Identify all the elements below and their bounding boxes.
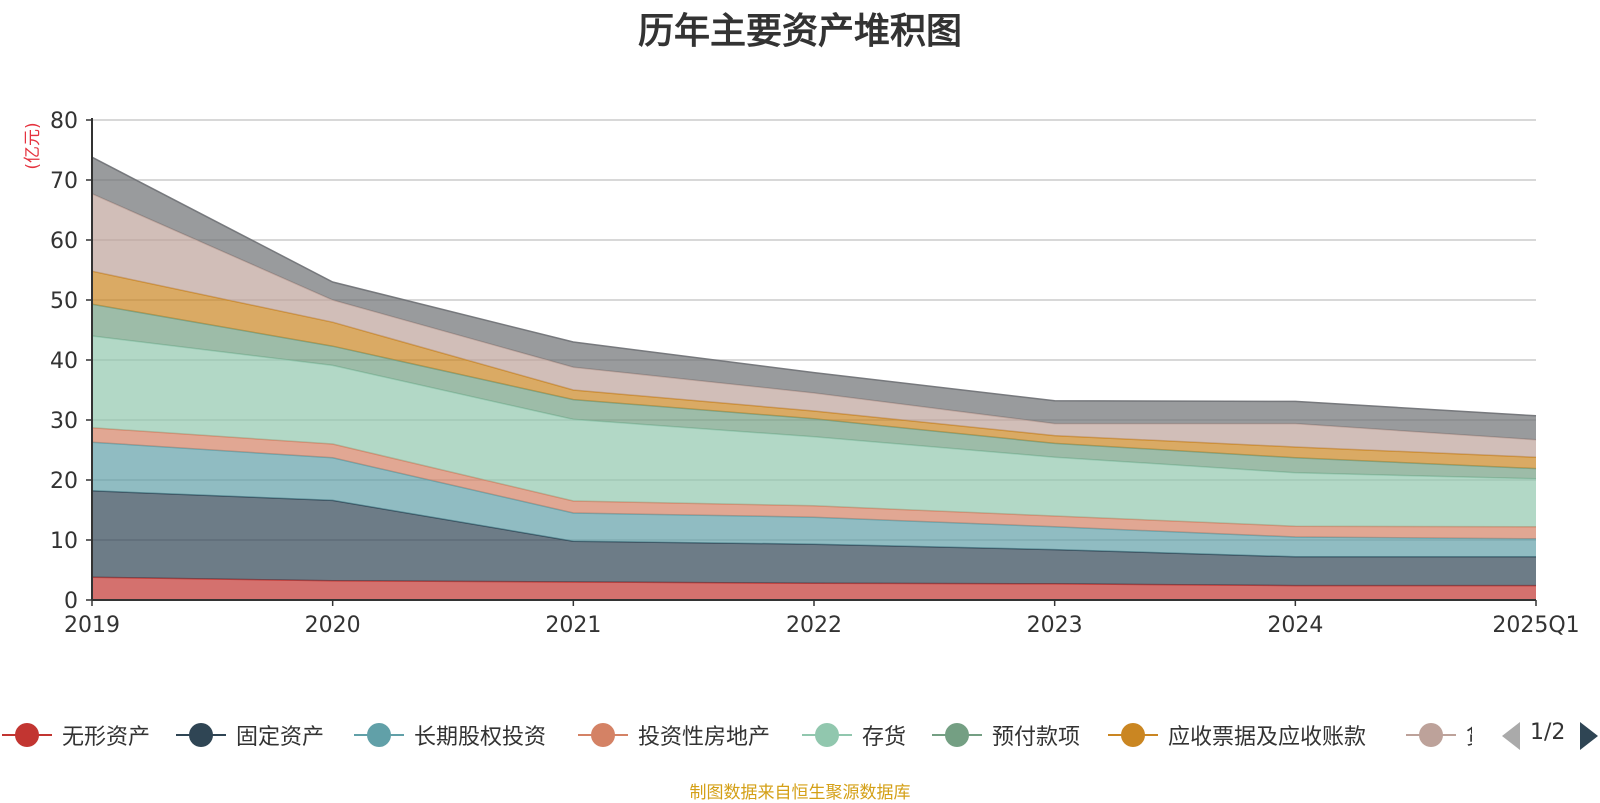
legend-item[interactable]: 长期股权投资 [354,718,546,752]
legend-label: 存货 [862,725,907,750]
legend-item[interactable]: 固定资产 [176,718,324,752]
y-tick-labels: 0 10 20 30 40 50 60 70 80 [50,109,92,614]
legend-swatch-icon [2,718,52,752]
y-tick-label: 30 [50,409,78,434]
legend-label: 应收票据及应收账款 [1168,725,1367,750]
legend-dot [15,723,39,747]
legend-item[interactable]: 无形资产 [2,718,150,752]
x-tick-labels: 2019 2020 2021 2022 2023 2024 2025Q1 [64,600,1580,638]
legend-swatch-icon [932,718,982,752]
legend-dot [591,723,615,747]
y-axis-label: (亿元) [23,122,43,169]
legend-dot [367,723,391,747]
x-tick-label: 2023 [1027,613,1083,638]
area-series[interactable] [92,490,1536,586]
legend-label: 预付款项 [992,725,1081,750]
legend-label: 长期股权投资 [414,725,547,750]
area-series-line [91,156,1537,417]
legend-dot [815,723,839,747]
legend-pager: 1/2 [1494,718,1600,752]
source-note: 制图数据来自恒生聚源数据库 [689,783,911,803]
legend-swatch-icon [802,718,852,752]
legend-swatch-icon [176,718,226,752]
legend-item[interactable]: 投资性房地产 [578,718,770,752]
legend-dot [1121,723,1145,747]
legend-swatch-icon [354,718,404,752]
legend-prev-page-icon[interactable] [1502,722,1520,750]
area-series[interactable] [92,193,1536,458]
x-tick-label: 2024 [1267,613,1323,638]
x-tick-label: 2025Q1 [1492,613,1579,638]
area-series[interactable] [92,157,1536,440]
x-tick-label: 2022 [786,613,842,638]
legend-label: 货 [1466,719,1472,751]
area-series[interactable] [92,336,1536,527]
y-tick-label: 20 [50,469,78,494]
x-tick-label: 2020 [305,613,361,638]
legend-item[interactable]: 预付款项 [932,718,1080,752]
legend-item[interactable]: 应收票据及应收账款 [1108,718,1366,752]
legend-swatch-icon [1406,718,1456,752]
legend-dot [1419,723,1443,747]
legend-item[interactable]: 存货 [802,718,906,752]
y-tick-label: 70 [50,169,78,194]
stacked-areas [91,156,1537,600]
legend-page-indicator: 1/2 [1530,720,1566,745]
legend-next-page-icon[interactable] [1580,722,1598,750]
legend-swatch-icon [578,718,628,752]
legend: 无形资产 固定资产 长期股权投资 投资性房地产 存货 预付款项 应收票据及应收账款 货 1/2 [0,718,1600,752]
legend-label: 投资性房地产 [638,725,771,750]
legend-label: 无形资产 [62,725,151,750]
legend-swatch-icon [1108,718,1158,752]
y-tick-label: 10 [50,529,78,554]
y-tick-label: 60 [50,229,78,254]
area-series[interactable] [92,577,1536,600]
legend-label: 固定资产 [236,725,325,750]
y-tick-label: 50 [50,289,78,314]
legend-items: 无形资产 固定资产 长期股权投资 投资性房地产 存货 预付款项 应收票据及应收账款 货 [0,718,1472,752]
y-tick-label: 80 [50,109,78,134]
legend-dot [189,723,213,747]
y-tick-label: 40 [50,349,78,374]
x-tick-label: 2021 [545,613,601,638]
area-series[interactable] [92,442,1536,557]
area-series[interactable] [92,427,1536,539]
chart-title: 历年主要资产堆积图 [637,11,962,52]
legend-dot [945,723,969,747]
y-tick-label: 0 [64,589,78,614]
legend-item[interactable]: 货 [1406,718,1472,752]
x-tick-label: 2019 [64,613,120,638]
